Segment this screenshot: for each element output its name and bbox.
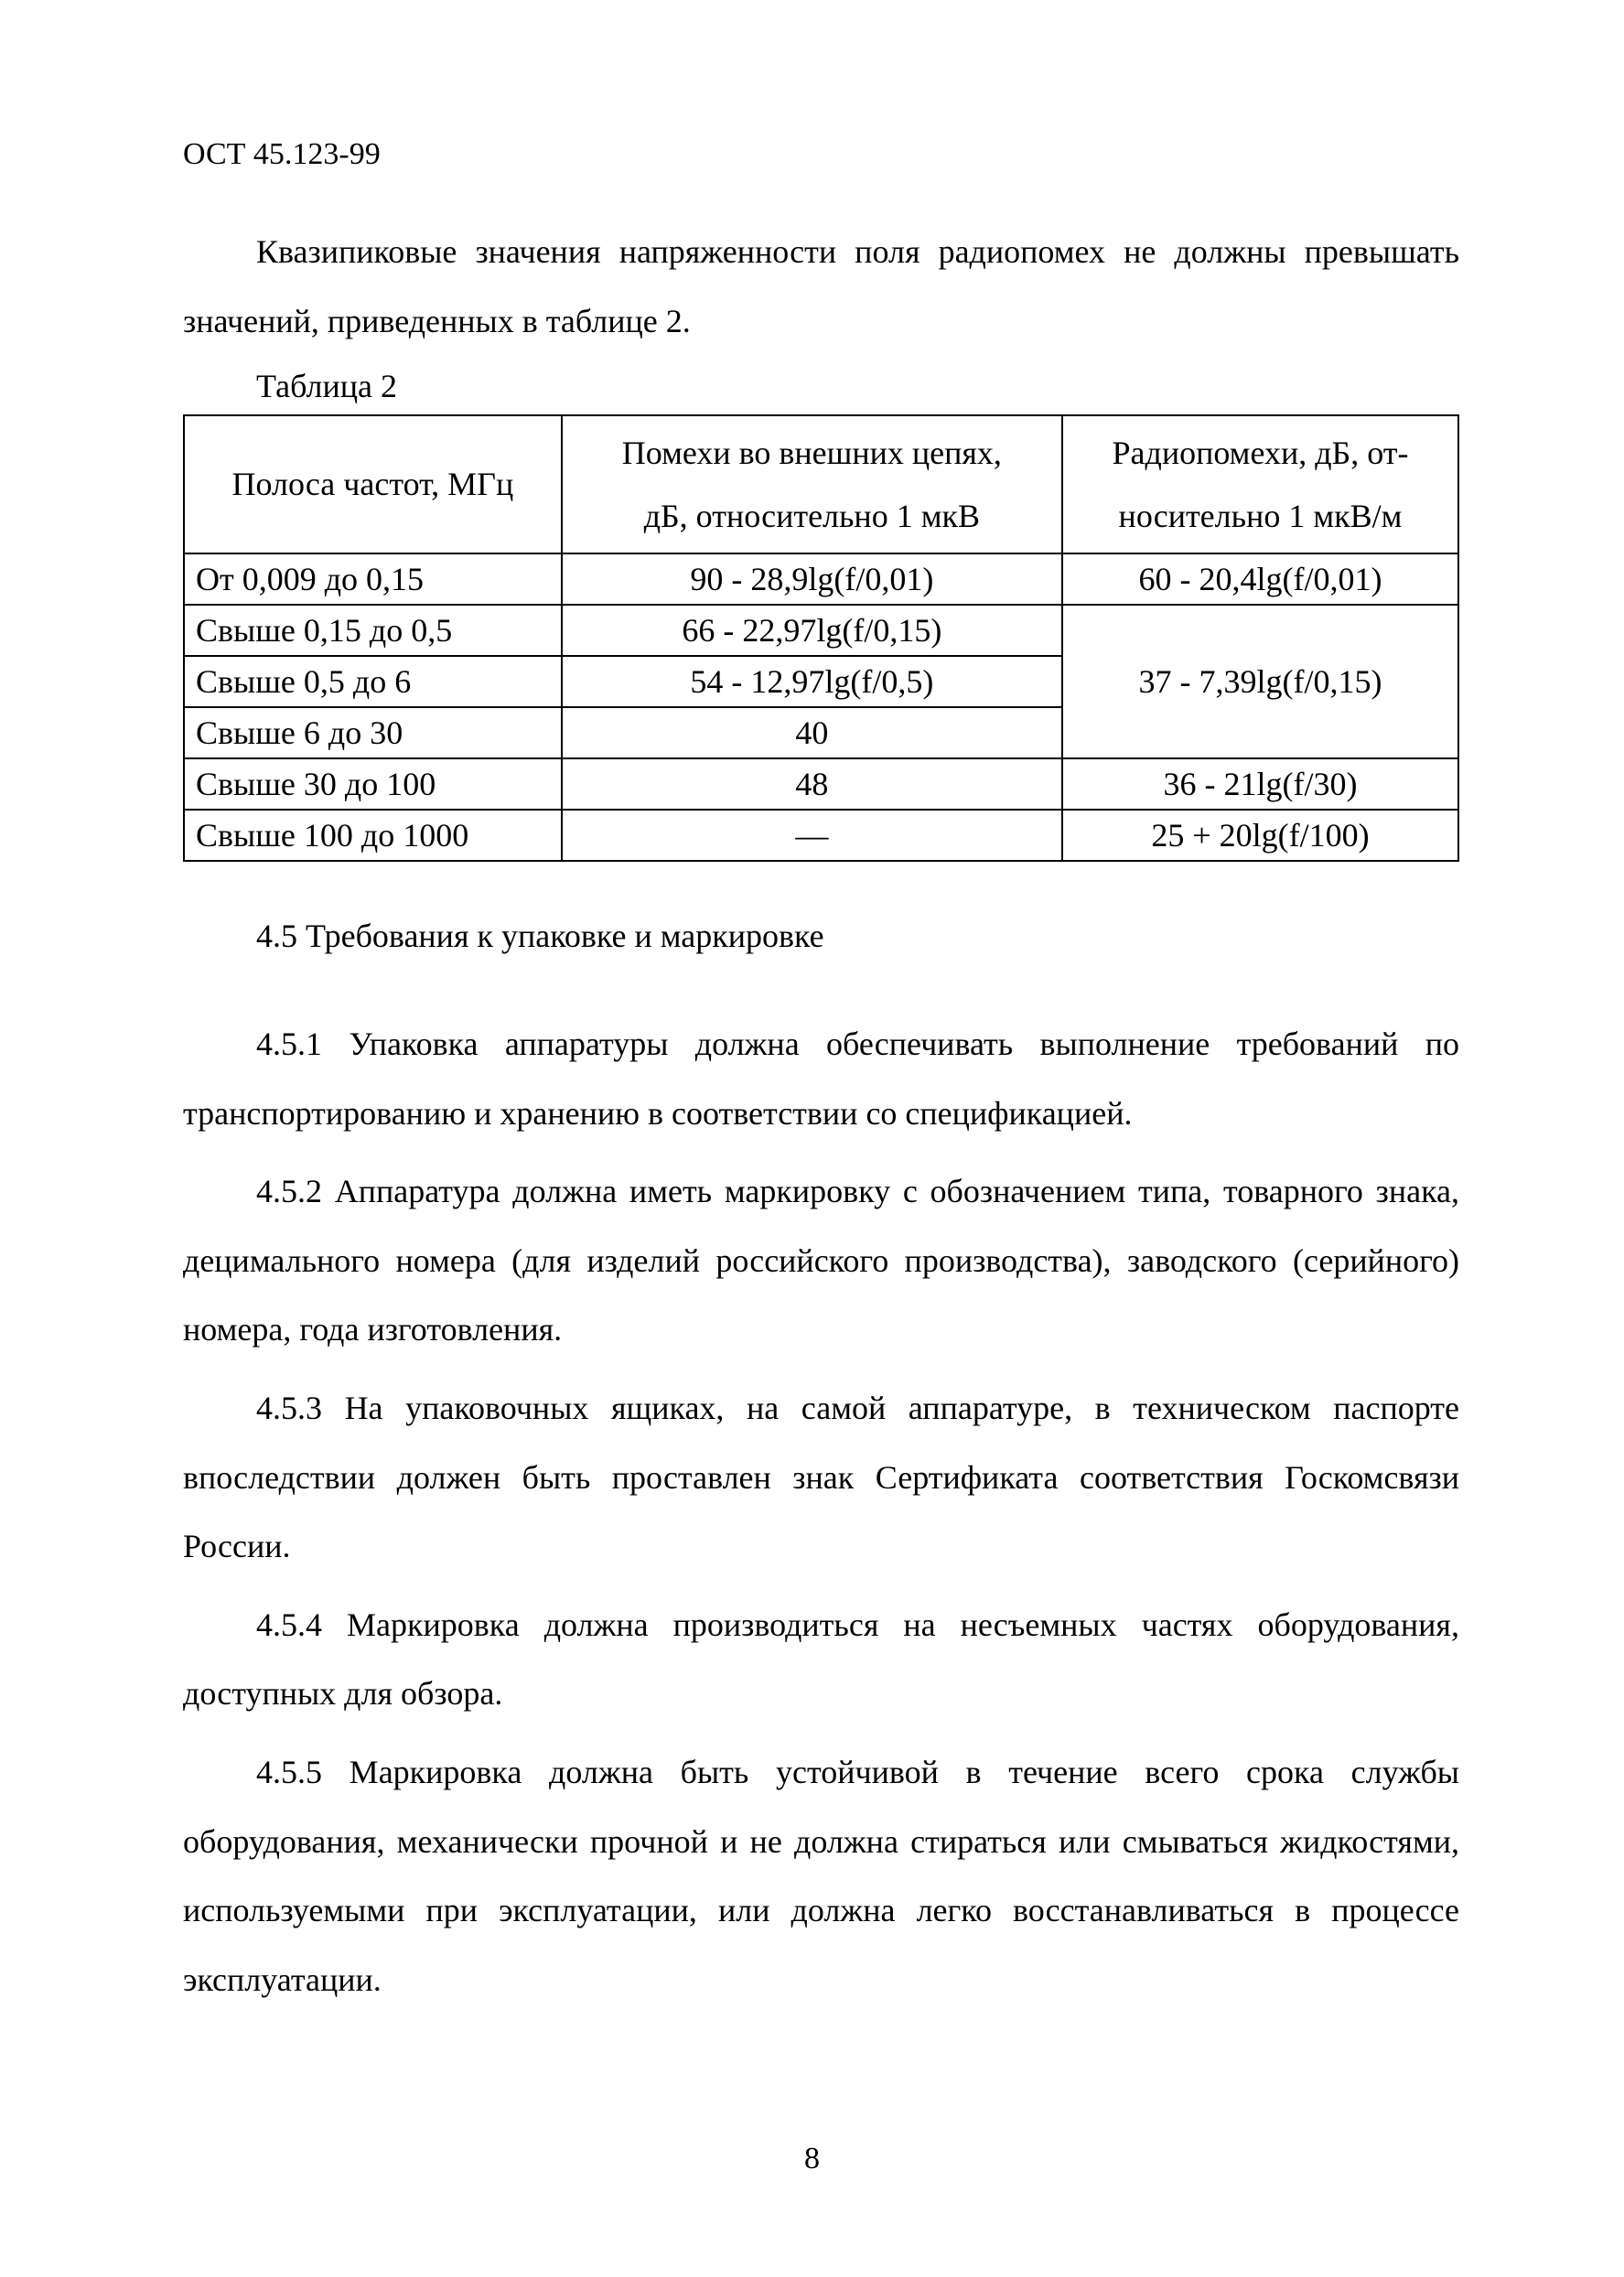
intro-paragraph: Квазипиковые значения напряженности поля… (183, 218, 1459, 356)
table2-cell-mid: 66 - 22,97lg(f/0,15) (562, 605, 1062, 656)
table2-col2-line2: дБ, относительно 1 мкВ (644, 498, 980, 534)
table2-cell-right: 25 + 20lg(f/100) (1062, 810, 1458, 861)
table2-col3-line1: Радиопомехи, дБ, от- (1113, 435, 1409, 471)
table2-col2-header: Помехи во внешних цепях, дБ, относительн… (562, 415, 1062, 553)
table2-cell-right: 36 - 21lg(f/30) (1062, 758, 1458, 810)
table-row: Свыше 100 до 1000 — 25 + 20lg(f/100) (184, 810, 1458, 861)
table2-cell-range: Свыше 0,5 до 6 (184, 656, 562, 707)
doc-code: ОСТ 45.123-99 (183, 137, 1459, 172)
table2-cell-right-merged: 37 - 7,39lg(f/0,15) (1062, 605, 1458, 758)
table2-cell-range: Свыше 100 до 1000 (184, 810, 562, 861)
paragraph-4-5-1: 4.5.1 Упаковка аппаратуры должна обеспеч… (183, 1010, 1459, 1148)
table2-cell-range: Свыше 30 до 100 (184, 758, 562, 810)
section-4-5-title: 4.5 Требования к упаковке и маркировке (183, 917, 1459, 955)
table2-cell-mid: 54 - 12,97lg(f/0,5) (562, 656, 1062, 707)
table2-cell-mid: — (562, 810, 1062, 861)
table2-col1-header: Полоса частот, МГц (184, 415, 562, 553)
paragraph-4-5-3: 4.5.3 На упаковочных ящиках, на самой ап… (183, 1374, 1459, 1582)
table-row: Свыше 30 до 100 48 36 - 21lg(f/30) (184, 758, 1458, 810)
table-row: От 0,009 до 0,15 90 - 28,9lg(f/0,01) 60 … (184, 553, 1458, 605)
table2-cell-right: 60 - 20,4lg(f/0,01) (1062, 553, 1458, 605)
table2-caption: Таблица 2 (256, 367, 1459, 405)
table2-header-row: Полоса частот, МГц Помехи во внешних цеп… (184, 415, 1458, 553)
table2-cell-mid: 48 (562, 758, 1062, 810)
page-number: 8 (0, 2142, 1624, 2176)
table2-cell-mid: 90 - 28,9lg(f/0,01) (562, 553, 1062, 605)
table2-cell-range: От 0,009 до 0,15 (184, 553, 562, 605)
table2-cell-range: Свыше 0,15 до 0,5 (184, 605, 562, 656)
table2: Полоса частот, МГц Помехи во внешних цеп… (183, 414, 1459, 862)
table2-col3-header: Радиопомехи, дБ, от- носительно 1 мкВ/м (1062, 415, 1458, 553)
table2-col3-line2: носительно 1 мкВ/м (1119, 498, 1403, 534)
paragraph-4-5-2: 4.5.2 Аппаратура должна иметь маркировку… (183, 1157, 1459, 1365)
document-page: ОСТ 45.123-99 Квазипиковые значения напр… (0, 0, 1624, 2277)
table-row: Свыше 0,15 до 0,5 66 - 22,97lg(f/0,15) 3… (184, 605, 1458, 656)
table2-cell-range: Свыше 6 до 30 (184, 707, 562, 758)
table2-col2-line1: Помехи во внешних цепях, (622, 435, 1002, 471)
paragraph-4-5-5: 4.5.5 Маркировка должна быть устойчивой … (183, 1738, 1459, 2014)
table2-cell-mid: 40 (562, 707, 1062, 758)
paragraph-4-5-4: 4.5.4 Маркировка должна производиться на… (183, 1591, 1459, 1729)
